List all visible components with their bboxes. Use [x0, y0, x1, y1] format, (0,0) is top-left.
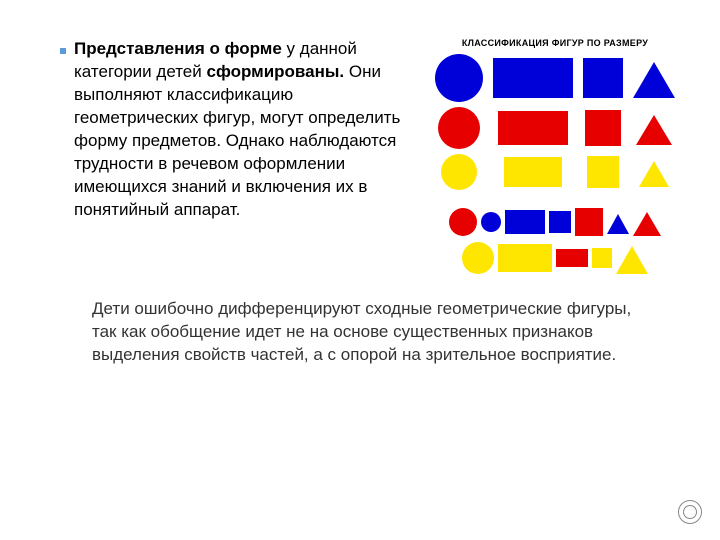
square-shape [549, 211, 571, 233]
shape-cell [433, 107, 485, 149]
p1-bold1: Представления о форме [74, 39, 287, 58]
bottom-group-row-1 [449, 208, 661, 236]
shape-cell [631, 112, 677, 145]
circle-shape [449, 208, 477, 236]
rectangle-shape [505, 210, 545, 234]
square-shape [587, 156, 619, 188]
shape-cell [581, 58, 625, 98]
triangle-shape [607, 211, 629, 234]
paragraph-2: Дети ошибочно дифференцируют сходные гео… [60, 298, 680, 367]
top-shape-grid [430, 54, 680, 190]
rectangle-shape [498, 111, 568, 145]
p1-bold2: сформированы. [206, 62, 344, 81]
shape-grid-row [430, 54, 680, 102]
circle-shape [438, 107, 480, 149]
shape-cell [433, 154, 485, 190]
rectangle-shape [498, 244, 552, 272]
shape-cell [631, 59, 677, 98]
bottom-group-row-2 [462, 242, 648, 274]
slide: Представления о форме у данной категории… [0, 0, 720, 540]
square-shape [575, 208, 603, 236]
rectangle-shape [504, 157, 562, 187]
figure-title: КЛАССИФИКАЦИЯ ФИГУР ПО РАЗМЕРУ [430, 38, 680, 48]
square-shape [583, 58, 623, 98]
rectangle-shape [493, 58, 573, 98]
shape-cell [581, 110, 625, 146]
circle-shape [435, 54, 483, 102]
main-paragraph-block: Представления о форме у данной категории… [60, 38, 418, 274]
shape-grid-row [430, 107, 680, 149]
bullet-icon [60, 48, 66, 54]
circle-shape [462, 242, 494, 274]
top-row: Представления о форме у данной категории… [60, 38, 680, 274]
triangle-shape [639, 158, 669, 187]
shape-cell [433, 54, 485, 102]
p1-plain2: Они выполняют классификацию геометрическ… [74, 62, 400, 219]
shape-grid-row [430, 154, 680, 190]
bottom-shape-group [430, 208, 680, 274]
triangle-shape [636, 112, 672, 145]
slide-number-badge-inner [683, 505, 697, 519]
circle-shape [481, 212, 501, 232]
shape-cell [581, 156, 625, 188]
shape-cell [491, 157, 575, 187]
slide-number-badge [678, 500, 702, 524]
square-shape [585, 110, 621, 146]
rectangle-shape [556, 249, 588, 267]
square-shape [592, 248, 612, 268]
triangle-shape [633, 209, 661, 236]
shape-cell [491, 111, 575, 145]
circle-shape [441, 154, 477, 190]
triangle-shape [616, 243, 648, 274]
shape-cell [631, 158, 677, 187]
classification-figure: КЛАССИФИКАЦИЯ ФИГУР ПО РАЗМЕРУ [430, 38, 680, 274]
triangle-shape [633, 59, 675, 98]
shape-cell [491, 58, 575, 98]
paragraph-1: Представления о форме у данной категории… [74, 38, 418, 222]
